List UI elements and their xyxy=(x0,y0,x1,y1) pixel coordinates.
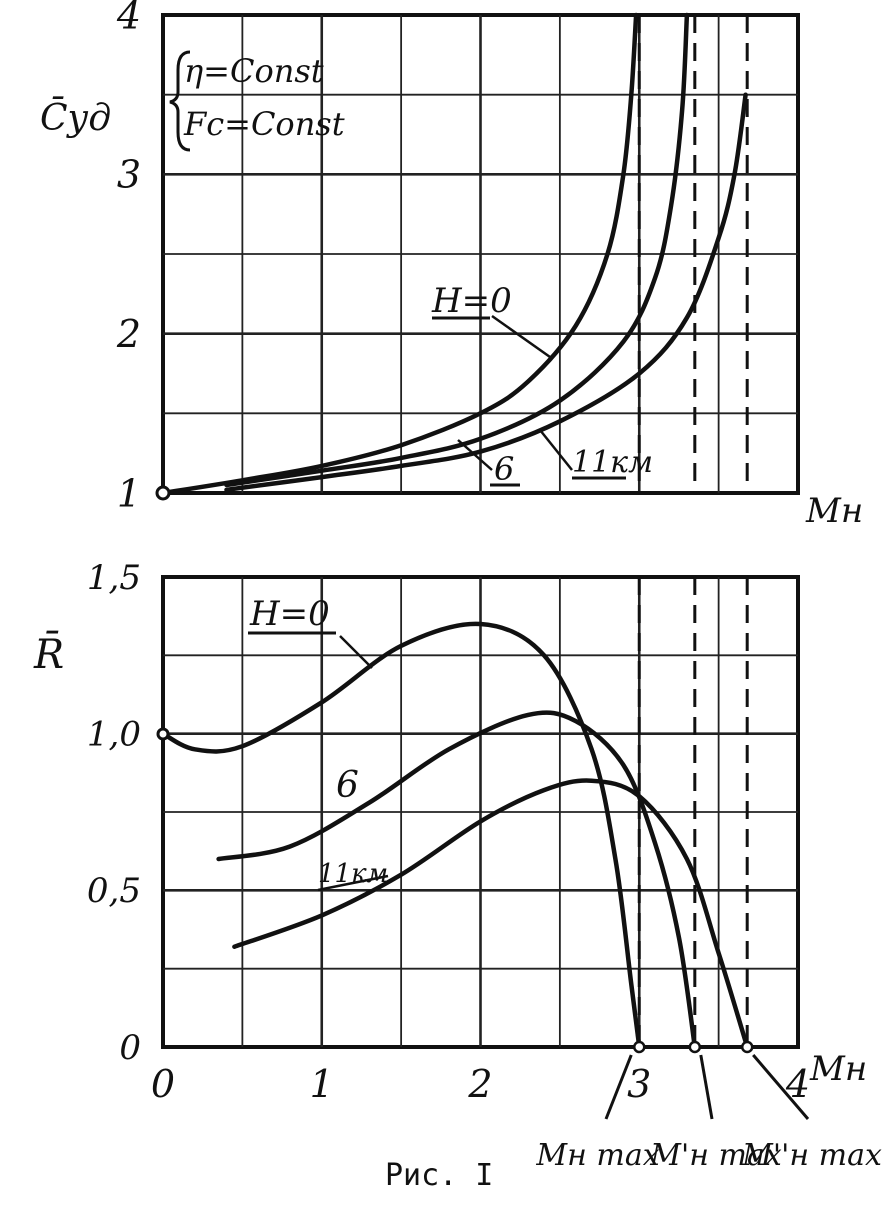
max-mach-label: M''н max xyxy=(741,1138,882,1173)
top-max-mach-lines xyxy=(637,15,749,493)
figure-caption: Рис. I xyxy=(385,1158,493,1193)
svg-text:H=0: H=0 xyxy=(431,281,512,321)
bottom-series-line-2 xyxy=(216,710,698,1050)
top-y-tick-labels: 1 2 3 4 xyxy=(116,0,141,515)
max-mach-point xyxy=(633,1040,646,1054)
max-mach-label: M'н max xyxy=(649,1138,782,1173)
bottom-y-tick-label: 1,0 xyxy=(87,715,141,755)
bottom-curve-label-6: 6 xyxy=(336,765,359,806)
top-x-axis-label: Mн xyxy=(805,491,863,531)
condition-eta: η=Const xyxy=(184,52,324,90)
bottom-series-line-3 xyxy=(232,778,750,1050)
top-y-tick-label: 4 xyxy=(116,0,141,37)
max-mach-point xyxy=(688,1040,702,1054)
top-curve-label-11km: 11км xyxy=(539,429,653,480)
conditions-brace: η=Const Fc=Const xyxy=(169,50,345,152)
specific-consumption-chart: 1 2 3 4 C̄уд Mн η=Const Fc=Const H=0 6 11км xyxy=(40,0,863,531)
top-origin-marker xyxy=(155,485,171,501)
top-y-axis-label: C̄уд xyxy=(40,96,111,139)
top-series xyxy=(160,12,748,496)
svg-text:11км: 11км xyxy=(318,859,388,889)
svg-text:6: 6 xyxy=(494,450,514,488)
top-y-tick-label: 3 xyxy=(117,153,141,197)
bottom-y-tick-label: 0 xyxy=(119,1028,141,1068)
bottom-start-marker xyxy=(156,727,170,741)
max-mach-callout xyxy=(604,1054,633,1120)
bottom-y-tick-labels: 0 0,5 1,0 1,5 xyxy=(87,558,141,1068)
top-series-line-3 xyxy=(224,92,748,493)
bottom-y-tick-label: 1,5 xyxy=(87,558,141,598)
top-series-line-2 xyxy=(224,12,690,488)
brace-shape xyxy=(169,50,191,152)
bottom-curve-label-h0: H=0 xyxy=(248,594,373,669)
bottom-series xyxy=(160,621,750,1050)
bottom-curve-label-11km: 11км xyxy=(317,859,389,892)
bottom-x-axis-label: Mн xyxy=(809,1049,867,1089)
svg-text:H=0: H=0 xyxy=(249,594,330,634)
bottom-x-tick-label: 0 xyxy=(151,1062,175,1106)
top-y-tick-label: 1 xyxy=(117,471,141,515)
condition-fc: Fc=Const xyxy=(183,105,345,143)
top-y-tick-label: 2 xyxy=(116,312,141,356)
svg-text:11км: 11км xyxy=(572,445,653,480)
bottom-x-tick-label: 3 xyxy=(627,1062,651,1106)
max-mach-callout xyxy=(752,1054,810,1120)
bottom-x-tick-labels: 0 1 2 3 4 xyxy=(151,1062,810,1106)
bottom-x-tick-label: 2 xyxy=(467,1062,492,1106)
bottom-x-tick-label: 1 xyxy=(310,1062,334,1106)
bottom-grid xyxy=(163,577,798,1047)
top-curve-label-h0: H=0 xyxy=(431,281,551,359)
max-mach-label: Mн max xyxy=(535,1138,659,1173)
bottom-max-mach-lines xyxy=(637,577,749,1047)
max-mach-callout xyxy=(699,1054,714,1120)
bottom-y-tick-label: 0,5 xyxy=(87,871,141,911)
bottom-series-line-1 xyxy=(160,621,642,1050)
top-series-line-1 xyxy=(160,12,639,496)
bottom-y-axis-label: R̄ xyxy=(33,631,64,678)
top-curve-label-6: 6 xyxy=(457,439,520,488)
bottom-x-tick-label: 4 xyxy=(785,1062,810,1106)
max-mach-point xyxy=(740,1040,754,1054)
